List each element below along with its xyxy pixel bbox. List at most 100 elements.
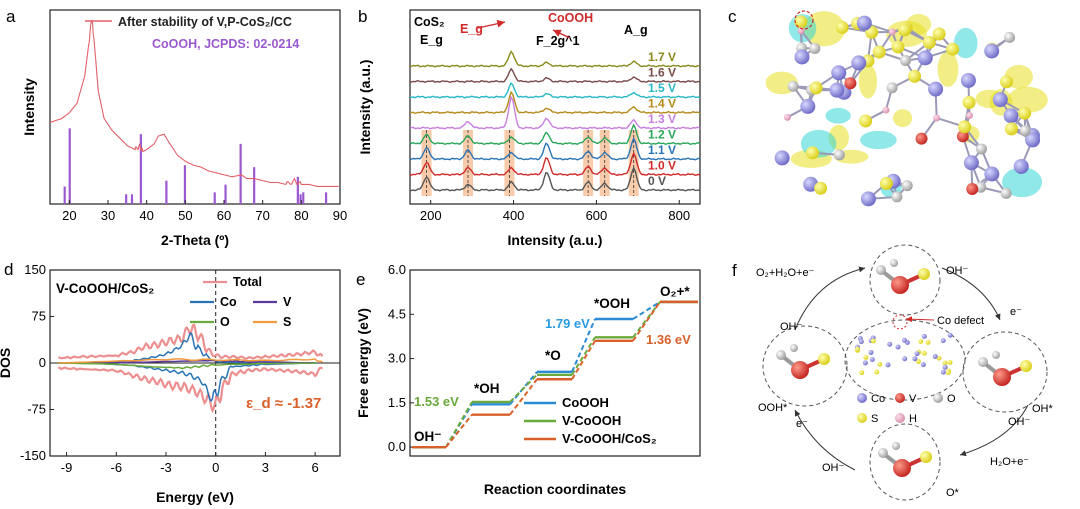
x-tick-label: 200 bbox=[420, 208, 442, 223]
atom bbox=[1018, 106, 1032, 120]
atom bbox=[1000, 75, 1014, 89]
atom bbox=[1013, 158, 1029, 174]
legend-swatch bbox=[857, 393, 867, 403]
y-tick-label: 6.0 bbox=[388, 262, 406, 277]
atom bbox=[956, 130, 969, 143]
legend-entry: V-CoOOH bbox=[562, 413, 621, 428]
transition-dash bbox=[445, 401, 473, 448]
atom bbox=[851, 55, 867, 71]
x-tick-label: 400 bbox=[503, 208, 525, 223]
y-tick-label: 4.5 bbox=[388, 306, 406, 321]
legend: Total Co V O S bbox=[190, 275, 292, 329]
charge-isosurface bbox=[1007, 86, 1048, 113]
atom bbox=[978, 357, 988, 367]
co-defect-label: Co defect bbox=[937, 315, 984, 327]
raman-series: 1.7 V 1.6 V1.5 V 1.4 V1.3 V 1.2 V1.1 V 1.0 V… bbox=[409, 50, 701, 192]
atom bbox=[856, 15, 872, 31]
atom bbox=[942, 360, 948, 366]
x-tick-label: 40 bbox=[139, 208, 153, 223]
cos2-label: CoS₂ bbox=[414, 15, 445, 29]
panel-f: f O₂+H₂O+e⁻ OH⁻ e⁻ OH⁻ OH* OH⁻ OOH* e⁻ O… bbox=[732, 244, 1054, 501]
atom bbox=[805, 146, 819, 160]
dos-series-line bbox=[58, 331, 317, 364]
charge-isosurface bbox=[858, 64, 878, 99]
atom bbox=[886, 82, 898, 94]
eg-red-label: E_g bbox=[460, 22, 483, 36]
dos-series-line bbox=[57, 366, 323, 414]
panel-label: f bbox=[732, 261, 737, 280]
atom bbox=[800, 98, 816, 114]
atom bbox=[787, 80, 799, 92]
highlight-bands bbox=[421, 130, 639, 196]
legend: CoOOH V-CoOOH V-CoOOH/CoS₂ bbox=[524, 395, 657, 446]
legend-swatch bbox=[933, 393, 943, 403]
legend-entry: H bbox=[909, 413, 917, 425]
y-axis-label: Intensity bbox=[21, 78, 37, 136]
atom bbox=[879, 176, 893, 190]
series-voltage-label: 1.3 V bbox=[648, 112, 676, 126]
charge-isosurface bbox=[860, 130, 897, 150]
series-voltage-label: 0 V bbox=[648, 174, 666, 188]
panel-label: a bbox=[6, 7, 16, 26]
panel-label: c bbox=[728, 7, 737, 26]
step-label: OH⁻ bbox=[414, 429, 441, 444]
legend-swatch bbox=[895, 393, 905, 403]
atom bbox=[946, 42, 960, 56]
state-enclosure bbox=[962, 331, 1048, 413]
atom bbox=[872, 45, 886, 59]
x-axis-label: Intensity (a.u.) bbox=[508, 232, 603, 248]
atom bbox=[882, 106, 890, 114]
step-label: *O bbox=[545, 348, 561, 363]
y-axis-label: Intensity (a.u.) bbox=[357, 60, 373, 155]
charge-isosurface bbox=[892, 109, 913, 128]
atom bbox=[831, 65, 847, 81]
atom bbox=[993, 368, 1011, 386]
defect-marker bbox=[794, 10, 814, 30]
atom bbox=[790, 344, 798, 352]
barrier-annotation-3: 1.36 eV bbox=[646, 332, 691, 347]
atom bbox=[887, 341, 893, 347]
atom bbox=[962, 95, 976, 109]
atom bbox=[933, 114, 941, 122]
atom bbox=[947, 359, 953, 365]
atom bbox=[915, 358, 921, 364]
atom bbox=[891, 191, 903, 203]
x-axis-label: Reaction coordinates bbox=[484, 481, 627, 497]
legend-entry: O bbox=[947, 393, 956, 405]
atom bbox=[1000, 187, 1012, 199]
atom bbox=[1025, 132, 1041, 148]
atom bbox=[891, 276, 909, 294]
panel-a: a 20 30 40 50 60 70 80 90 After stability of V,… bbox=[6, 7, 347, 248]
x-ticks: -9 -6 -3 0 3 6 bbox=[61, 452, 319, 475]
y-ticks: 150 75 0 -75 -150 bbox=[20, 262, 54, 463]
legend-swatch bbox=[895, 413, 905, 423]
atom bbox=[975, 143, 987, 155]
x-ticks: 200 400 600 800 bbox=[420, 200, 690, 223]
atom bbox=[932, 353, 938, 359]
atom bbox=[1003, 108, 1019, 124]
atom bbox=[898, 23, 912, 37]
atom bbox=[920, 362, 926, 368]
atom bbox=[984, 43, 1000, 59]
x-tick-label: 0 bbox=[212, 460, 219, 475]
atom bbox=[814, 181, 828, 195]
transition-dash bbox=[571, 318, 596, 373]
x-tick-label: 600 bbox=[586, 208, 608, 223]
legend-entry: V bbox=[283, 295, 292, 309]
x-tick-label: 80 bbox=[294, 208, 308, 223]
plot-frame bbox=[409, 9, 701, 205]
x-tick-label: 20 bbox=[62, 208, 76, 223]
atom bbox=[921, 333, 927, 339]
atom bbox=[918, 338, 924, 344]
panel-label: b bbox=[358, 7, 367, 26]
legend-entry: S bbox=[283, 315, 291, 329]
plot-frame bbox=[49, 9, 341, 205]
atom bbox=[893, 459, 911, 477]
atom bbox=[809, 42, 821, 54]
atom bbox=[992, 351, 1000, 359]
atom bbox=[859, 114, 873, 128]
panel-c: c bbox=[728, 7, 1048, 207]
label-oh-left: OH⁻ bbox=[780, 321, 803, 333]
y-tick-label: -75 bbox=[27, 402, 46, 417]
